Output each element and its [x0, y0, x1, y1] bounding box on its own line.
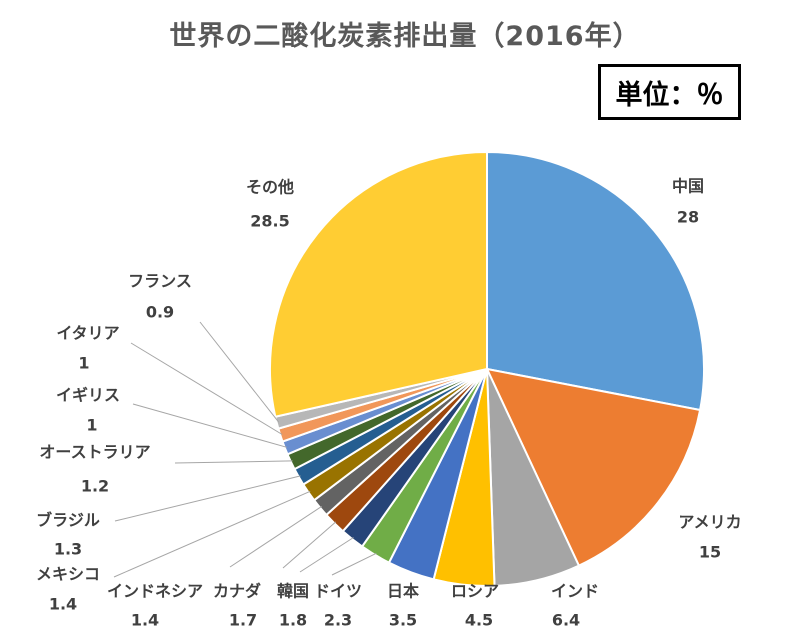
chart-title: 世界の二酸化炭素排出量（2016年） — [169, 21, 641, 52]
pie-slice-2 — [485, 367, 702, 567]
slice-label-value: 1 — [86, 416, 97, 435]
leader-line-15 — [199, 321, 280, 423]
slice-label-name: カナダ — [213, 582, 261, 601]
unit-label: 単位：％ — [615, 79, 724, 111]
slice-label-name: フランス — [128, 272, 192, 291]
pie-slices — [268, 150, 705, 587]
slice-label-name: 韓国 — [277, 582, 309, 601]
pie-slice-16 — [268, 150, 488, 418]
leader-line-7 — [299, 537, 354, 573]
slice-label-value: 1.3 — [54, 540, 82, 559]
slice-label-value: 4.5 — [465, 611, 493, 630]
slice-label-value: 1 — [78, 354, 89, 373]
slice-label-name: インドネシア — [107, 582, 203, 601]
slice-label-name: メキシコ — [36, 565, 100, 584]
slice-label-value: 15 — [699, 543, 721, 562]
slice-label-name: オーストラリア — [39, 443, 150, 462]
slice-label-name: 中国 — [672, 177, 704, 196]
slice-label-value: 3.5 — [389, 611, 417, 630]
slice-label-name: ブラジル — [36, 511, 100, 530]
slice-label-name: ドイツ — [314, 582, 362, 601]
slice-label-value: 1.4 — [131, 611, 159, 630]
leader-line-8 — [282, 521, 337, 569]
pie-slice-1 — [486, 150, 705, 412]
slice-label-value: 1.2 — [81, 477, 109, 496]
leader-line-12 — [174, 460, 293, 464]
slice-label-value: 0.9 — [146, 303, 174, 322]
slice-label-value: 28 — [677, 208, 699, 227]
slice-label-name: イタリア — [56, 324, 119, 343]
slice-label-name: 日本 — [387, 582, 419, 601]
leader-lines — [113, 321, 377, 578]
slice-label-name: ロシア — [451, 582, 499, 601]
slice-label-value: 1.7 — [229, 611, 257, 630]
slice-label-value: 1.4 — [49, 595, 77, 614]
leader-line-13 — [132, 403, 287, 448]
slice-label-name: アメリカ — [678, 513, 741, 532]
slice-label-value: 2.3 — [324, 611, 352, 630]
leader-line-9 — [229, 505, 322, 568]
leader-line-11 — [114, 475, 301, 522]
unit-label-box: 単位：％ — [598, 64, 741, 120]
data-labels: 中国 28 アメリカ 15 インド 6.4 ロシア 4.5 日本 3.5 ドイツ 2.3 韓国 1.8 カナ… — [36, 177, 742, 630]
slice-label-name: その他 — [246, 178, 294, 197]
slice-label-value: 28.5 — [250, 212, 289, 231]
slice-label-value: 6.4 — [552, 611, 580, 630]
leader-line-14 — [130, 342, 283, 435]
slice-label-value: 1.8 — [279, 611, 307, 630]
leader-line-10 — [113, 490, 311, 578]
slice-label-name: インド — [551, 582, 599, 601]
leader-line-6 — [331, 552, 377, 576]
slice-label-name: イギリス — [56, 386, 120, 405]
